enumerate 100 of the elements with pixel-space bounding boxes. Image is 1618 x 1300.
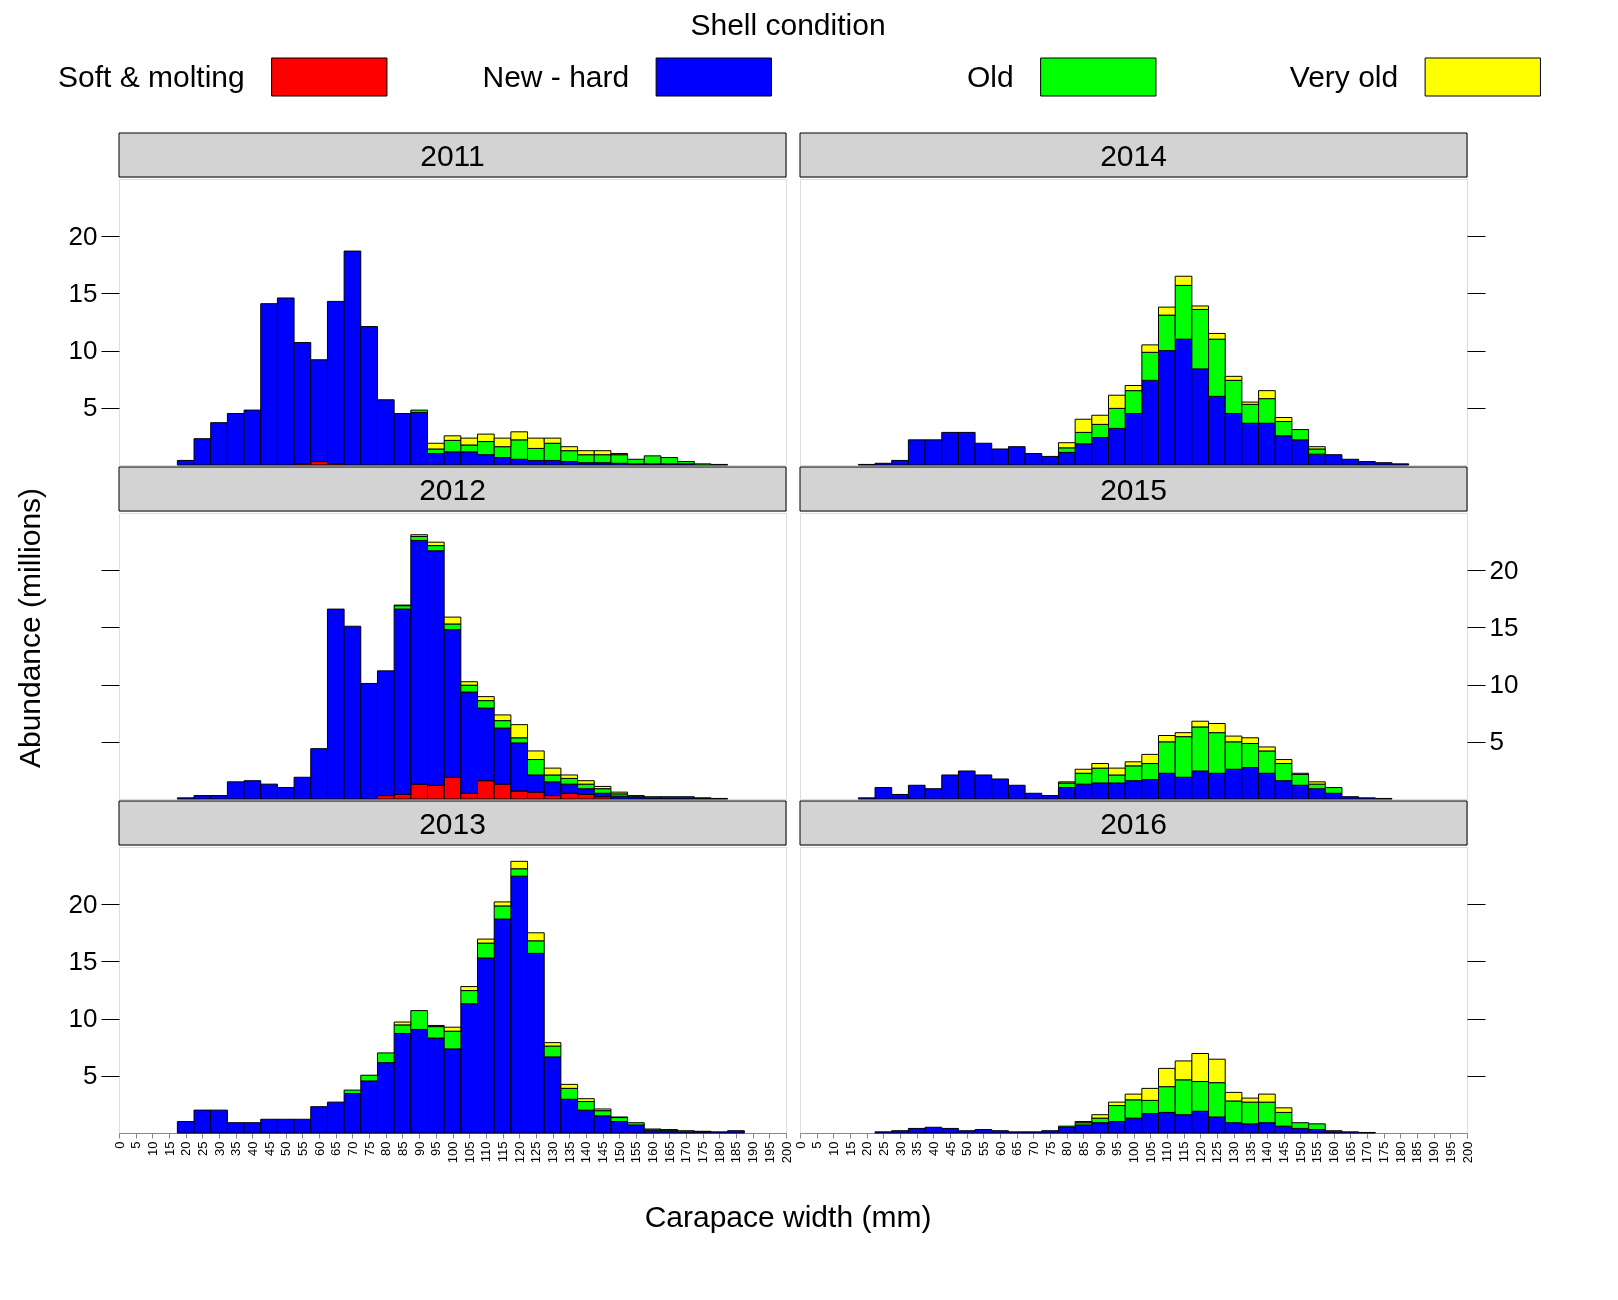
y-tick-label: 20	[1489, 554, 1519, 585]
x-tick-label: 165	[1342, 1141, 1358, 1164]
x-tick-label: 90	[1092, 1141, 1108, 1156]
y-tick-label: 15	[68, 945, 98, 976]
x-tick-label: 85	[394, 1141, 410, 1156]
x-tick-label: 150	[1292, 1141, 1308, 1164]
legend-label: Very old	[1289, 60, 1399, 93]
y-axis-title: Abundance (millions)	[13, 487, 46, 769]
x-tick-label: 5	[809, 1141, 825, 1149]
x-tick-label: 105	[1142, 1141, 1158, 1164]
x-tick-label: 30	[892, 1141, 908, 1156]
x-tick-label: 95	[428, 1141, 444, 1156]
x-tick-label: 80	[1059, 1141, 1075, 1156]
x-tick-label: 170	[678, 1141, 694, 1164]
x-tick-label: 135	[1242, 1141, 1258, 1164]
x-tick-label: 160	[1326, 1141, 1342, 1164]
y-tick-label: 5	[83, 392, 98, 423]
x-tick-label: 185	[728, 1141, 744, 1164]
x-tick-label: 190	[745, 1141, 761, 1164]
x-tick-label: 60	[311, 1141, 327, 1156]
x-tick-label: 75	[361, 1141, 377, 1156]
x-tick-label: 50	[959, 1141, 975, 1156]
x-tick-label: 195	[761, 1141, 777, 1164]
x-tick-label: 130	[545, 1141, 561, 1164]
x-tick-label: 10	[825, 1141, 841, 1156]
x-tick-label: 55	[294, 1141, 310, 1156]
chart-title: 2012	[419, 473, 486, 506]
x-tick-label: 200	[778, 1141, 794, 1164]
x-tick-label: 175	[695, 1141, 711, 1164]
x-tick-label: 10	[144, 1141, 160, 1156]
x-tick-label: 135	[561, 1141, 577, 1164]
x-tick-label: 130	[1226, 1141, 1242, 1164]
x-tick-label: 65	[1009, 1141, 1025, 1156]
x-tick-label: 90	[411, 1141, 427, 1156]
x-tick-label: 25	[875, 1141, 891, 1156]
x-tick-label: 45	[261, 1141, 277, 1156]
x-tick-label: 155	[1309, 1141, 1325, 1164]
x-tick-label: 160	[645, 1141, 661, 1164]
x-tick-label: 155	[628, 1141, 644, 1164]
x-tick-label: 60	[992, 1141, 1008, 1156]
x-tick-label: 45	[942, 1141, 958, 1156]
x-tick-label: 125	[528, 1141, 544, 1164]
x-tick-label: 200	[1459, 1141, 1475, 1164]
y-tick-label: 10	[68, 1003, 98, 1034]
x-tick-label: 180	[1392, 1141, 1408, 1164]
chart-title: 2016	[1100, 807, 1167, 840]
chart-title: 2015	[1100, 473, 1167, 506]
y-tick-label: 20	[68, 888, 98, 919]
x-tick-label: 65	[328, 1141, 344, 1156]
y-tick-label: 15	[1489, 611, 1519, 642]
x-tick-label: 165	[661, 1141, 677, 1164]
legend-label: Old	[967, 60, 1014, 93]
x-tick-label: 140	[1259, 1141, 1275, 1164]
y-tick-label: 5	[83, 1060, 98, 1091]
x-tick-label: 55	[975, 1141, 991, 1156]
chart-title: 2014	[1100, 139, 1167, 172]
y-tick-label: 15	[68, 277, 98, 308]
x-axis-title: Carapace width (mm)	[644, 1200, 932, 1233]
legend-title: Shell condition	[690, 8, 886, 41]
x-tick-label: 70	[344, 1141, 360, 1156]
x-tick-label: 100	[445, 1141, 460, 1164]
x-tick-label: 0	[111, 1141, 127, 1149]
x-tick-label: 40	[925, 1141, 941, 1156]
x-tick-label: 170	[1359, 1141, 1375, 1164]
x-tick-label: 125	[1209, 1141, 1225, 1164]
x-tick-label: 120	[1192, 1141, 1208, 1164]
x-tick-label: 0	[792, 1141, 808, 1149]
x-tick-label: 195	[1442, 1141, 1458, 1164]
x-tick-label: 20	[178, 1141, 194, 1156]
legend-label: Soft & molting	[57, 60, 245, 93]
x-tick-label: 50	[278, 1141, 294, 1156]
x-tick-label: 105	[461, 1141, 477, 1164]
x-tick-label: 185	[1409, 1141, 1425, 1164]
x-tick-label: 30	[211, 1141, 227, 1156]
x-tick-label: 35	[228, 1141, 244, 1156]
x-tick-label: 20	[859, 1141, 875, 1156]
x-tick-label: 145	[1276, 1141, 1292, 1164]
x-tick-label: 15	[161, 1141, 177, 1156]
x-tick-label: 75	[1042, 1141, 1058, 1156]
x-tick-label: 40	[244, 1141, 260, 1156]
x-tick-label: 110	[1159, 1141, 1175, 1163]
y-tick-label: 10	[68, 335, 98, 366]
x-tick-label: 80	[378, 1141, 394, 1156]
x-tick-label: 120	[511, 1141, 527, 1164]
x-tick-label: 100	[1126, 1141, 1141, 1164]
x-tick-label: 150	[611, 1141, 627, 1164]
y-tick-label: 10	[1489, 669, 1519, 700]
x-tick-label: 110	[478, 1141, 494, 1163]
x-tick-label: 180	[711, 1141, 727, 1164]
x-tick-label: 175	[1376, 1141, 1392, 1164]
x-tick-label: 145	[595, 1141, 611, 1164]
chart-title: 2011	[420, 139, 485, 172]
x-tick-label: 35	[909, 1141, 925, 1156]
x-tick-label: 115	[1176, 1141, 1192, 1163]
x-tick-label: 70	[1025, 1141, 1041, 1156]
legend-label: New - hard	[482, 60, 630, 93]
x-tick-label: 115	[495, 1141, 511, 1163]
x-tick-label: 5	[128, 1141, 144, 1149]
chart-title: 2013	[419, 807, 486, 840]
x-tick-label: 190	[1426, 1141, 1442, 1164]
